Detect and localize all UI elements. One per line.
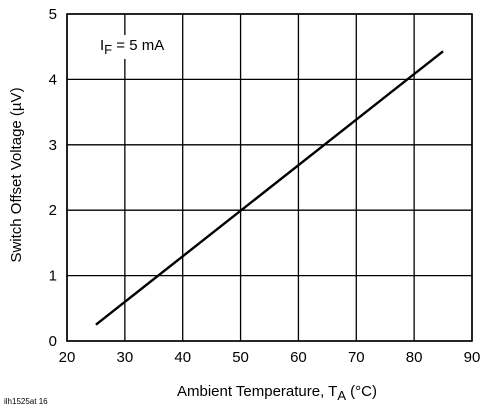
x-tick-label: 50 xyxy=(232,349,249,366)
x-tick-label: 40 xyxy=(174,349,191,366)
annotation-suffix: = 5 mA xyxy=(112,37,164,54)
x-axis-title-subscript: A xyxy=(337,388,346,403)
x-tick-labels: 20 30 40 50 60 70 80 90 xyxy=(59,349,481,366)
x-tick-label: 60 xyxy=(290,349,307,366)
x-tick-label: 90 xyxy=(464,349,481,366)
y-tick-label: 0 xyxy=(49,333,57,350)
y-axis-title: Switch Offset Voltage (µV) xyxy=(8,87,25,262)
plot-frame xyxy=(66,13,473,342)
x-axis-title-main: Ambient Temperature, T xyxy=(177,383,337,400)
grid xyxy=(66,13,473,342)
y-tick-label: 2 xyxy=(49,202,57,219)
condition-annotation: IF = 5 mA xyxy=(100,37,164,57)
y-tick-label: 4 xyxy=(49,71,57,88)
x-axis-title: Ambient Temperature, TA (°C) xyxy=(177,383,377,403)
x-tick-label: 30 xyxy=(117,349,134,366)
y-tick-label: 1 xyxy=(49,268,57,285)
series-group xyxy=(95,50,444,326)
y-tick-label: 3 xyxy=(49,137,57,154)
series-line xyxy=(95,50,444,326)
figure-id: ilh1525at 16 xyxy=(4,397,48,406)
annotation-prefix: I xyxy=(100,37,104,54)
x-tick-label: 20 xyxy=(59,349,76,366)
annotation-subscript: F xyxy=(104,42,112,57)
annotation-background xyxy=(96,35,169,59)
x-tick-label: 80 xyxy=(406,349,423,366)
x-axis-title-unit: (°C) xyxy=(346,383,377,400)
y-tick-label: 5 xyxy=(49,6,57,23)
x-tick-label: 70 xyxy=(348,349,365,366)
y-tick-labels: 0 1 2 3 4 5 xyxy=(49,6,57,350)
